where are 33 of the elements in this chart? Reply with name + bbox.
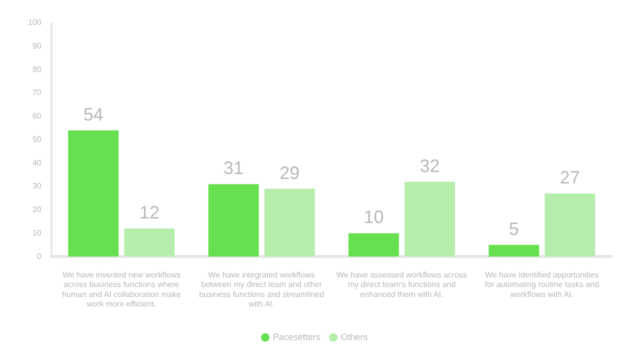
bar	[68, 130, 119, 257]
y-tick-label: 20	[32, 205, 42, 214]
data-label: 31	[224, 158, 244, 178]
data-label: 29	[280, 162, 300, 183]
x-tick-label: We have invented new workflows across business functions where human and AI collaboration make work more efficient.	[62, 270, 182, 308]
bar	[208, 184, 259, 257]
legend-label: Pacesetters	[272, 332, 321, 342]
bar	[404, 182, 456, 257]
y-tick-label: 90	[32, 41, 42, 50]
legend-label: Others	[340, 332, 368, 342]
y-tick-label: 70	[32, 88, 42, 98]
y-tick-label: 40	[32, 158, 42, 168]
data-label: 12	[139, 202, 160, 223]
x-tick-label: We have integrated workflows between my direct team and other business functions and streamlined with AI.	[199, 270, 324, 308]
x-tick-label: We have identified opportunities for automating routine tasks and workflows with AI.	[484, 270, 600, 299]
y-tick-label: 100	[28, 18, 42, 28]
bar	[488, 244, 540, 257]
bar	[348, 233, 399, 257]
data-label: 27	[560, 167, 580, 188]
y-tick-label: 50	[32, 134, 42, 144]
x-tick-label: We have assessed workflows across my direct team's functions and enhanced them with AI.	[336, 270, 468, 299]
y-tick-label: 10	[32, 228, 42, 238]
bar	[544, 193, 596, 257]
data-label: 10	[364, 207, 384, 228]
data-label: 5	[508, 218, 519, 239]
data-label: 32	[420, 156, 440, 176]
y-tick-label: 60	[32, 112, 42, 121]
data-label: 54	[83, 104, 104, 124]
y-tick-label: 80	[32, 64, 42, 74]
y-tick-label: 0	[36, 252, 42, 261]
bar	[264, 188, 315, 257]
y-tick-label: 30	[32, 182, 42, 191]
bar	[124, 228, 175, 257]
